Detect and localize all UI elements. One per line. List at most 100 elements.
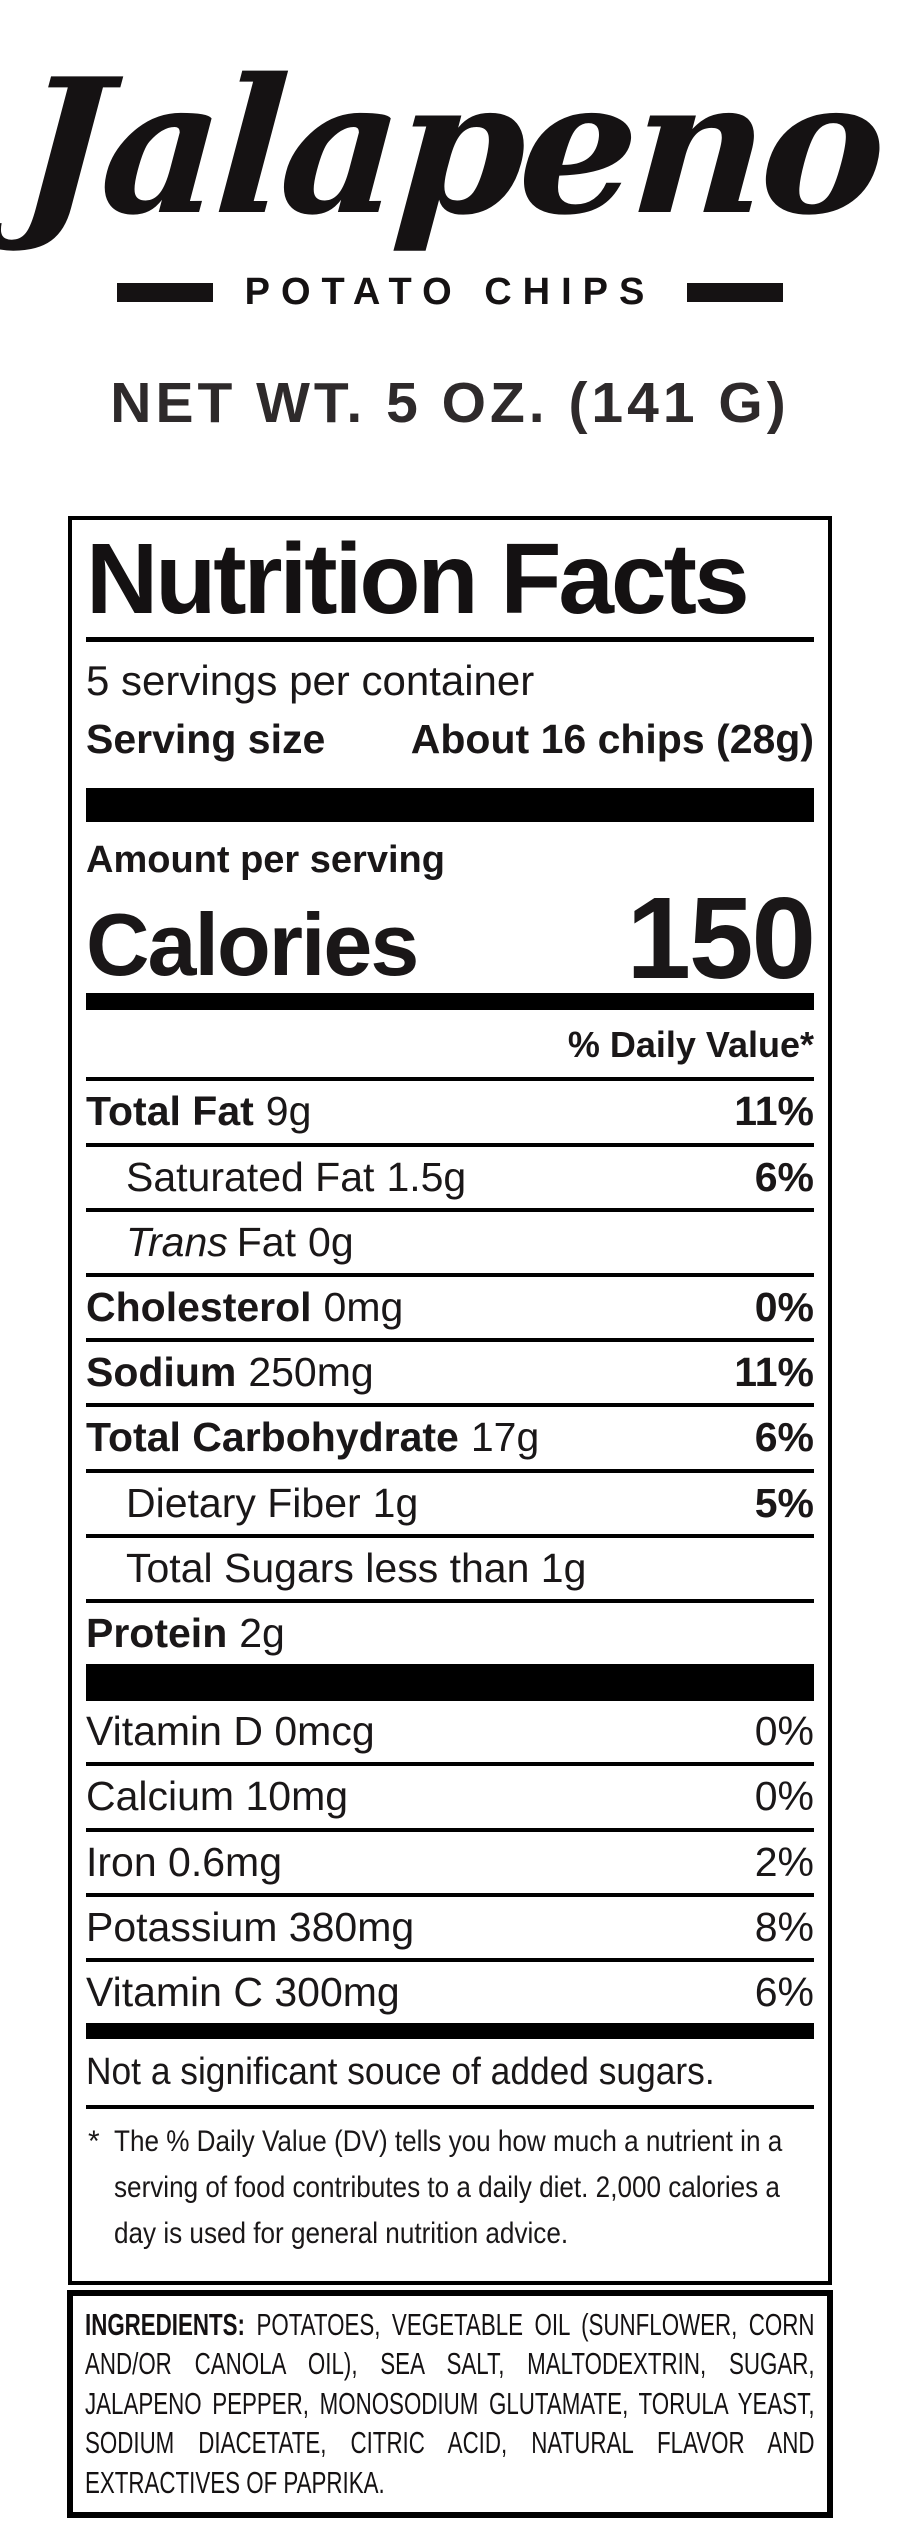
nutrient-name: Vitamin C 300mg: [86, 1968, 400, 2015]
added-sugars-note: Not a significant souce of added sugars.: [86, 2039, 814, 2105]
rule: [86, 1892, 814, 1897]
nutrient-name: Dietary Fiber 1g: [126, 1479, 418, 1528]
row-total-carbohydrate: Total Carbohydrate 17g 6%: [86, 1407, 814, 1468]
nutrient-label: Fat: [236, 1218, 297, 1265]
row-trans-fat: Trans Fat 0g: [86, 1212, 814, 1273]
rule: [86, 2105, 814, 2110]
rule: [86, 1338, 814, 1343]
row-total-fat: Total Fat 9g 11%: [86, 1081, 814, 1142]
ingredients-list: POTATOES, VEGETABLE OIL (SUNFLOWER, CORN…: [85, 2307, 815, 2500]
rule: [86, 1762, 814, 1767]
ingredients-text: INGREDIENTS: POTATOES, VEGETABLE OIL (SU…: [85, 2305, 815, 2502]
footnote-text-inner: The % Daily Value (DV) tells you how muc…: [114, 2125, 783, 2251]
nutrient-label: Sodium: [86, 1349, 237, 1396]
rule: [86, 1142, 814, 1147]
nutrient-dv: 11%: [734, 1349, 814, 1396]
medium-separator-bar: [86, 993, 814, 1011]
right-dash-rule: [687, 282, 784, 302]
thick-separator-bar: [86, 1664, 814, 1702]
nutrient-name: Total Fat 9g: [86, 1087, 311, 1136]
row-potassium: Potassium 380mg 8%: [86, 1897, 814, 1958]
nutrient-name: Vitamin D 0mcg: [86, 1708, 375, 1755]
nutrient-dv: 5%: [754, 1479, 814, 1526]
row-iron: Iron 0.6mg 2%: [86, 1832, 814, 1893]
row-total-sugars: Total Sugars less than 1g: [86, 1538, 814, 1599]
calories-value: 150: [626, 873, 816, 1004]
serving-size-value: About 16 chips (28g): [410, 716, 814, 763]
nutrient-name: Protein 2g: [86, 1609, 285, 1658]
nutrient-dv: 0%: [754, 1284, 814, 1330]
left-dash-rule: [116, 282, 213, 302]
row-protein: Protein 2g: [86, 1603, 814, 1664]
serving-size-row: Serving size About 16 chips (28g): [86, 714, 814, 765]
rule: [86, 1273, 814, 1277]
ingredients-panel: INGREDIENTS: POTATOES, VEGETABLE OIL (SU…: [67, 2290, 833, 2518]
nutrient-label: Saturated Fat: [126, 1153, 375, 1200]
nutrient-label: Total Carbohydrate: [86, 1414, 459, 1461]
nutrient-name: Trans Fat 0g: [126, 1218, 354, 1267]
calories-label: Calories: [86, 894, 419, 994]
title-rule: [86, 636, 814, 642]
nutrient-name: Potassium 380mg: [86, 1903, 415, 1950]
calories-row: Calories 150: [86, 873, 816, 1004]
nutrient-label-italic: Trans: [126, 1218, 228, 1265]
nutrient-label: Total Fat: [86, 1088, 254, 1135]
serving-size-label: Serving size: [86, 716, 326, 763]
nutrient-dv: 8%: [754, 1903, 814, 1950]
nutrient-dv: 6%: [754, 1414, 814, 1461]
nutrient-amount: 1g: [372, 1479, 419, 1526]
nutrient-dv: 0%: [754, 1708, 814, 1755]
ingredients-label: INGREDIENTS:: [85, 2307, 245, 2343]
nutrient-name: Sodium 250mg: [86, 1348, 374, 1397]
footnote-text: The % Daily Value (DV) tells you how muc…: [114, 2119, 814, 2257]
nutrient-label: Dietary Fiber: [126, 1479, 361, 1526]
rule: [86, 1957, 814, 1962]
nutrient-amount: 1.5g: [386, 1153, 467, 1200]
rule: [86, 1827, 814, 1832]
nutrition-facts-panel: Nutrition Facts 5 servings per container…: [68, 515, 832, 2286]
row-calcium: Calcium 10mg 0%: [86, 1766, 814, 1827]
nutrient-name: Cholesterol 0mg: [86, 1283, 403, 1332]
amount-per-serving: Amount per serving: [86, 838, 445, 881]
daily-value-header: % Daily Value*: [567, 1024, 814, 1066]
rule: [86, 1207, 814, 1212]
medium-separator-bar: [86, 2023, 814, 2040]
daily-value-footnote: * The % Daily Value (DV) tells you how m…: [86, 2109, 814, 2269]
subtitle-band: POTATO CHIPS: [0, 271, 900, 314]
product-subtitle: POTATO CHIPS: [244, 270, 656, 313]
rule: [86, 1077, 814, 1082]
row-vitamin-d: Vitamin D 0mcg 0%: [86, 1701, 814, 1762]
nutrient-name: Iron 0.6mg: [86, 1838, 282, 1885]
nutrient-label: Cholesterol: [86, 1284, 312, 1330]
rule: [86, 1403, 814, 1408]
row-sodium: Sodium 250mg 11%: [86, 1342, 814, 1403]
row-vitamin-c: Vitamin C 300mg 6%: [86, 1962, 814, 2023]
thick-separator-bar: [86, 787, 814, 822]
nutrient-name: Total Sugars less than 1g: [126, 1544, 586, 1593]
nutrient-amount: 0g: [308, 1218, 354, 1265]
nutrient-amount: 9g: [265, 1088, 312, 1135]
nutrient-amount: 0mg: [323, 1284, 404, 1330]
row-saturated-fat: Saturated Fat 1.5g 6%: [86, 1147, 814, 1208]
nutrient-amount: 250mg: [248, 1349, 374, 1396]
nutrient-amount: 17g: [470, 1414, 540, 1461]
nutrient-amount: 2g: [239, 1609, 285, 1656]
added-sugars-note-text: Not a significant souce of added sugars.: [86, 2051, 715, 2094]
nutrient-name: Saturated Fat 1.5g: [126, 1153, 466, 1202]
nutrient-dv: 11%: [734, 1088, 814, 1135]
rule: [86, 1533, 814, 1538]
row-dietary-fiber: Dietary Fiber 1g 5%: [86, 1473, 814, 1534]
nutrient-dv: 0%: [754, 1773, 814, 1820]
nutrient-label: Total Sugars less than 1g: [126, 1544, 587, 1591]
rule: [86, 1598, 814, 1603]
nutrient-dv: 6%: [754, 1968, 814, 2015]
nutrition-facts-title: Nutrition Facts: [86, 522, 750, 635]
nutrient-label: Protein: [86, 1609, 228, 1656]
nutrient-name: Total Carbohydrate 17g: [86, 1413, 539, 1462]
nutrient-dv: 2%: [754, 1838, 814, 1885]
ingredients-text-inner: INGREDIENTS: POTATOES, VEGETABLE OIL (SU…: [85, 2305, 815, 2502]
nutrient-name: Calcium 10mg: [86, 1773, 349, 1820]
servings-per-container: 5 servings per container: [86, 656, 535, 704]
net-weight: NET WT. 5 OZ. (141 G): [110, 370, 790, 435]
